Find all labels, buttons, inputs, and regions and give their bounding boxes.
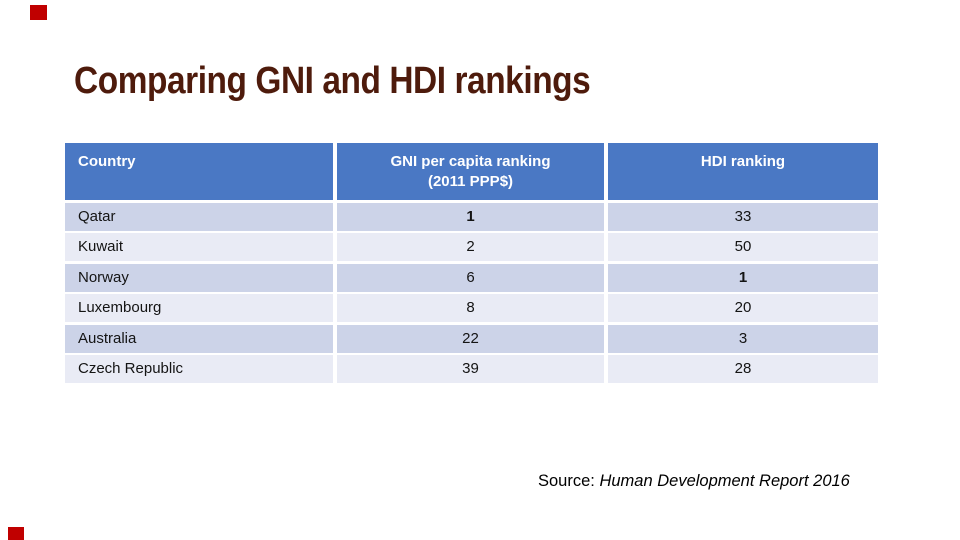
gni-rank-cell: 8 <box>337 294 608 322</box>
gni-rank-cell: 2 <box>337 233 608 261</box>
source-work-title: Human Development Report 2016 <box>599 472 850 490</box>
column-header-hdi-ranking: HDI ranking <box>608 143 878 200</box>
red-accent-mark-bottom-left <box>8 527 24 540</box>
column-header-gni-line2: (2011 PPP$) <box>427 173 514 190</box>
gni-hdi-rankings-table: Country GNI per capita ranking (2011 PPP… <box>65 143 878 383</box>
red-accent-mark-top-left <box>30 5 47 20</box>
country-cell: Australia <box>65 324 337 353</box>
country-cell: Qatar <box>65 202 337 231</box>
country-cell: Kuwait <box>65 233 337 261</box>
hdi-rank-cell: 1 <box>608 263 878 292</box>
gni-rank-cell: 1 <box>337 202 608 231</box>
gni-rank-cell: 22 <box>337 324 608 353</box>
hdi-rank-cell: 3 <box>608 324 878 353</box>
country-cell: Norway <box>65 263 337 292</box>
column-header-gni-line1: GNI per capita ranking <box>390 153 551 170</box>
gni-rank-cell: 6 <box>337 263 608 292</box>
source-label: Source: <box>538 472 600 490</box>
column-header-gni-ranking: GNI per capita ranking (2011 PPP$) <box>337 143 608 200</box>
slide-title: Comparing GNI and HDI rankings <box>74 60 591 102</box>
gni-rank-cell: 39 <box>337 355 608 383</box>
column-header-country: Country <box>65 143 337 200</box>
hdi-rank-cell: 50 <box>608 233 878 261</box>
hdi-rank-cell: 28 <box>608 355 878 383</box>
source-citation: Source: Human Development Report 2016 <box>538 470 850 492</box>
country-cell: Luxembourg <box>65 294 337 322</box>
hdi-rank-cell: 20 <box>608 294 878 322</box>
hdi-rank-cell: 33 <box>608 202 878 231</box>
country-cell: Czech Republic <box>65 355 337 383</box>
